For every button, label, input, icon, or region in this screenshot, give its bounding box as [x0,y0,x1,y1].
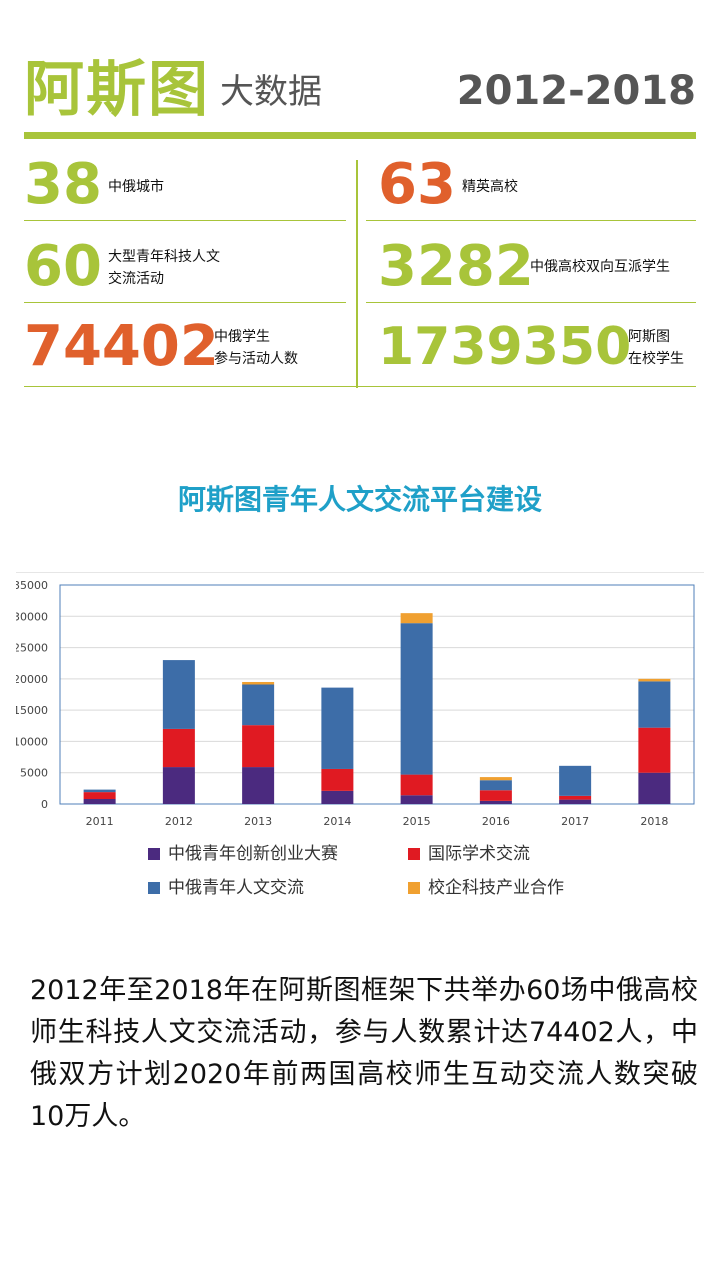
stat-label-line2: 在校学生 [628,351,684,367]
bar-segment [559,799,592,804]
stat-cities: 38 中俄城市 [24,150,344,220]
stat-universities: 63 精英高校 [378,150,696,220]
x-tick-label: 2017 [561,815,589,828]
stats-vertical-divider [356,160,358,388]
y-tick-label: 0 [41,798,48,811]
stats-row-divider [366,302,696,303]
bar-segment [638,772,671,804]
stat-value: 63 [378,152,456,217]
bar-segment [83,789,116,793]
x-tick-label: 2013 [244,815,272,828]
stats-grid: 38 中俄城市 63 精英高校 60 大型青年科技人文 交流活动 3282 中俄… [24,150,696,390]
y-tick-label: 30000 [16,610,48,623]
legend-swatch [408,882,420,894]
bar-segment [162,660,195,729]
y-tick-label: 35000 [16,579,48,592]
chart-legend: 中俄青年创新创业大赛 国际学术交流 中俄青年人文交流 校企科技产业合作 [148,842,628,902]
stat-value: 38 [24,152,102,217]
stat-label: 精英高校 [462,179,518,195]
bar-segment [479,800,512,804]
bar-segment [479,777,512,781]
legend-swatch [148,848,160,860]
bar-segment [83,798,116,804]
bar-segment [162,767,195,804]
stat-label-line1: 大型青年科技人文 [108,249,220,265]
bar-segment [479,780,512,791]
summary-paragraph: 2012年至2018年在阿斯图框架下共举办60场中俄高校师生科技人文交流活动，参… [30,975,698,1132]
bar-segment [321,687,354,769]
bar-segment [321,768,354,791]
stats-row-divider [366,220,696,221]
bar-segment [638,727,671,773]
y-tick-label: 10000 [16,735,48,748]
stat-label-line2: 交流活动 [108,271,164,287]
stat-value: 60 [24,234,102,299]
legend-swatch [148,882,160,894]
bar-segment [242,684,275,726]
bar-segment [242,681,275,685]
bar-segment [242,767,275,804]
bar-segment [400,623,433,775]
stacked-bar-chart: 0 5000 10000 15000 20000 25000 30000 35000 2011 2… [13,579,695,828]
legend-label: 中俄青年人文交流 [168,878,304,898]
bar-segment [321,790,354,804]
y-tick-label: 15000 [16,704,48,717]
header: 阿斯图 大数据 2012-2018 [24,50,696,130]
stat-label-line2: 参与活动人数 [214,351,298,367]
legend-swatch [408,848,420,860]
plot-area-border [59,584,695,805]
legend-label: 校企科技产业合作 [428,878,564,898]
chart-container: 0 5000 10000 15000 20000 25000 30000 35000 2011 2… [13,572,704,903]
stat-value: 1739350 [378,317,632,377]
bar-segment [400,613,433,624]
x-tick-label: 2015 [403,815,431,828]
stats-row-divider [24,220,346,221]
bar-segment [638,681,671,728]
stat-exchange-students: 3282 中俄高校双向互派学生 [378,232,696,302]
y-tick-label: 20000 [16,673,48,686]
bar-segment [559,765,592,796]
y-tick-label: 25000 [16,642,48,655]
stats-row-divider [24,302,346,303]
x-tick-label: 2011 [86,815,114,828]
bar-segment [559,795,592,800]
x-tick-label: 2012 [165,815,193,828]
year-range: 2012-2018 [456,68,696,114]
header-subtitle: 大数据 [220,72,322,112]
stat-value: 3282 [378,234,534,299]
chart-title: 阿斯图青年人文交流平台建设 [177,483,542,516]
stat-label-line1: 中俄学生 [214,329,270,345]
stat-label: 中俄城市 [108,179,164,195]
x-tick-label: 2016 [482,815,510,828]
header-divider [24,132,696,139]
bar-segment [242,725,275,768]
stat-participants: 74402 中俄学生 参与活动人数 [24,312,344,382]
brand-title: 阿斯图 [24,55,210,125]
stat-events: 60 大型青年科技人文 交流活动 [24,232,344,302]
bar-segment [400,795,433,804]
stat-value: 74402 [24,314,219,379]
bar-segment [638,678,671,682]
stat-label-line1: 阿斯图 [628,329,670,345]
legend-label: 国际学术交流 [428,844,530,864]
x-tick-label: 2018 [640,815,668,828]
bar-segment [479,790,512,801]
legend-label: 中俄青年创新创业大赛 [168,844,338,864]
stat-label: 中俄高校双向互派学生 [530,259,670,275]
bar-segment [400,774,433,796]
stats-bottom-divider [24,386,696,387]
bar-segment [162,728,195,768]
bar-segment [83,792,116,799]
stat-enrolled: 1739350 阿斯图 在校学生 [378,312,696,382]
x-tick-label: 2014 [323,815,351,828]
y-tick-label: 5000 [20,767,48,780]
